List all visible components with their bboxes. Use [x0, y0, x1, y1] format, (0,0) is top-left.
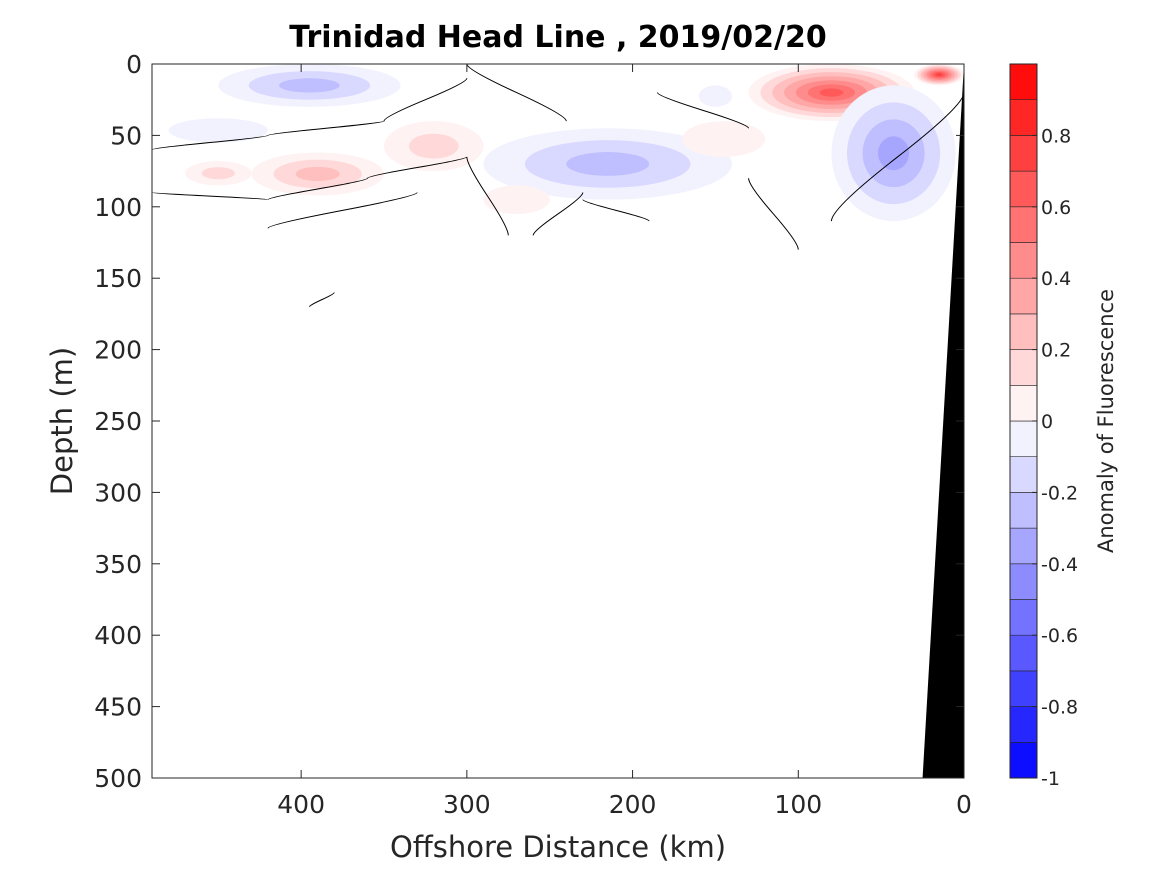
y-tick-label: 300	[94, 478, 142, 507]
anomaly-patch	[168, 118, 268, 143]
y-tick-label: 350	[94, 550, 142, 579]
y-tick-label: 450	[94, 693, 142, 722]
colorbar-level	[1009, 99, 1038, 136]
colorbar-level	[1009, 741, 1038, 779]
colorbar-frame	[1009, 63, 1038, 779]
colorbar-tick-label: -0.6	[1041, 625, 1078, 647]
colorbar-level	[1009, 63, 1038, 101]
colorbar-level	[1009, 634, 1038, 672]
colorbar-level	[1009, 670, 1038, 707]
anomaly-patch	[936, 73, 943, 77]
zero-contour-line	[748, 178, 799, 250]
zero-contour-line	[152, 78, 468, 151]
colorbar-tick-label: -0.8	[1041, 697, 1078, 719]
y-tick-label: 500	[94, 764, 142, 793]
y-tick-label: 200	[94, 336, 142, 365]
y-axis-title: Depth (m)	[45, 347, 79, 495]
anomaly-patch	[682, 121, 766, 157]
colorbar-tick-label: 0.6	[1041, 197, 1071, 219]
x-tick-label: 100	[774, 790, 822, 819]
zero-contour-line	[308, 292, 335, 307]
zero-contour-line	[532, 192, 584, 236]
zero-contour-line	[830, 92, 964, 222]
anomaly-field	[168, 64, 964, 222]
colorbar-level	[1009, 599, 1038, 636]
x-axis-title: Offshore Distance (km)	[390, 830, 726, 864]
colorbar-tick-label: 0.2	[1041, 340, 1071, 362]
zero-contour-line	[152, 156, 509, 236]
anomaly-patch	[566, 152, 650, 176]
colorbar-level	[1009, 563, 1038, 600]
zero-contour-line	[466, 64, 567, 122]
colorbar-level	[1009, 492, 1038, 529]
y-tick-label: 150	[94, 264, 142, 293]
colorbar-level	[1009, 170, 1038, 208]
colorbar-level	[1009, 384, 1038, 422]
y-tick-label: 100	[94, 193, 142, 222]
colorbar-level	[1009, 206, 1038, 243]
y-tick-label: 400	[94, 621, 142, 650]
anomaly-patch	[279, 78, 340, 93]
seafloor-bathymetry	[922, 64, 964, 778]
zero-contour-line	[267, 192, 418, 229]
colorbar-level	[1009, 527, 1038, 565]
colorbar-level	[1009, 420, 1038, 458]
seafloor-polygon	[922, 64, 964, 778]
x-tick-label: 0	[956, 790, 972, 819]
chart-title: Trinidad Head Line , 2019/02/20	[289, 20, 826, 55]
zero-contour-line	[582, 199, 650, 222]
anomaly-patch	[878, 136, 910, 171]
anomaly-patch	[483, 185, 550, 214]
colorbar-tick-label: -1	[1041, 768, 1060, 790]
colorbar-level	[1009, 277, 1038, 315]
colorbar-title: Anomaly of Fluorescence	[1094, 289, 1118, 553]
colorbar-level	[1009, 242, 1038, 279]
anomaly-patch	[819, 88, 844, 97]
y-axis: 0 50 100 150 200 250 300 350 400 450 500	[94, 50, 964, 793]
x-tick-label: 400	[277, 790, 325, 819]
y-tick-label: 250	[94, 407, 142, 436]
colorbar-tick-label: 0	[1041, 411, 1053, 433]
x-tick-label: 200	[609, 790, 657, 819]
anomaly-patch	[201, 167, 235, 180]
colorbar-level	[1009, 135, 1038, 172]
zero-contours	[152, 64, 964, 307]
colorbar-level	[1009, 313, 1038, 350]
anomaly-patch	[408, 133, 459, 159]
colorbar: -1 -0.8 -0.6 -0.4 -0.2 0 0.2 0.4 0.6 0.8	[1009, 63, 1078, 790]
y-tick-label: 0	[126, 50, 142, 79]
colorbar-tick-label: 0.4	[1041, 268, 1071, 290]
colorbar-tick-label: -0.2	[1041, 482, 1078, 504]
colorbar-tick-label: 0.8	[1041, 125, 1071, 147]
x-tick-label: 300	[443, 790, 491, 819]
zero-contour-line	[656, 92, 750, 129]
colorbar-level	[1009, 349, 1038, 386]
colorbar-level	[1009, 706, 1038, 743]
x-axis: 400 300 200 100 0	[277, 64, 972, 819]
colorbar-tick-label: -0.4	[1041, 554, 1078, 576]
y-tick-label: 50	[110, 121, 142, 150]
anomaly-patch	[295, 166, 340, 182]
anomaly-patch	[698, 85, 733, 107]
colorbar-level	[1009, 456, 1038, 493]
